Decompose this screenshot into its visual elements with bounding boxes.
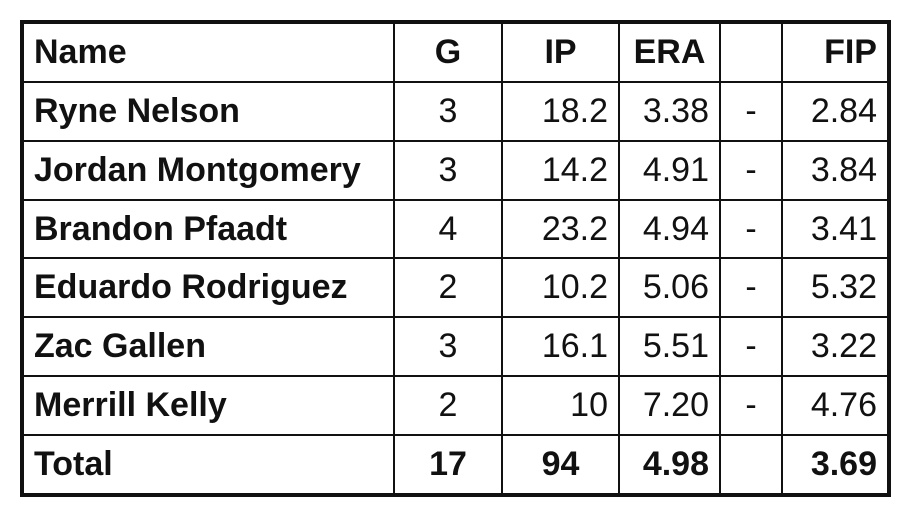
stat-cell: 3.84: [781, 139, 890, 201]
stat-cell: 2.84: [781, 80, 890, 142]
stat-cell: 18.2: [501, 80, 620, 142]
stat-cell: -: [719, 139, 783, 201]
header-row-cell: IP: [501, 21, 620, 83]
stat-cell: -: [719, 198, 783, 260]
pitching-table: Name G IP ERA FIP Ryne Nelson 3 18.2 3.38-2.84 Jo…: [20, 20, 891, 497]
total-row-cell: 17: [393, 434, 503, 496]
data-row: Zac Gallen 3 16.1 5.51-3.22: [21, 316, 890, 378]
total-row-cell: 3.69: [781, 434, 890, 496]
total-row-label: Total: [21, 434, 395, 496]
stat-cell: -: [719, 375, 783, 437]
stat-cell: 10: [501, 375, 620, 437]
data-row: Brandon Pfaadt 4 23.2 4.94-3.41: [21, 198, 890, 260]
stat-cell: 5.32: [781, 257, 890, 319]
stat-cell: 14.2: [501, 139, 620, 201]
stat-cell: 3.22: [781, 316, 890, 378]
player-name: Jordan Montgomery: [21, 139, 395, 201]
player-name: Zac Gallen: [21, 316, 395, 378]
stat-cell: 3: [393, 139, 503, 201]
stat-cell: 5.51: [618, 316, 721, 378]
header-row-cell: FIP: [781, 21, 890, 83]
data-row: Merrill Kelly 2 10 7.20-4.76: [21, 375, 890, 437]
stat-cell: 4.91: [618, 139, 721, 201]
stat-cell: 3: [393, 316, 503, 378]
header-row-label: Name: [21, 21, 395, 83]
total-row-cell: 4.98: [618, 434, 721, 496]
player-name: Ryne Nelson: [21, 80, 395, 142]
stat-cell: 4.94: [618, 198, 721, 260]
stat-cell: 2: [393, 257, 503, 319]
stat-cell: 16.1: [501, 316, 620, 378]
blank-cell: [719, 434, 783, 496]
stat-cell: 3.38: [618, 80, 721, 142]
stat-cell: 10.2: [501, 257, 620, 319]
total-row-cell: 94: [501, 434, 620, 496]
player-name: Brandon Pfaadt: [21, 198, 395, 260]
total-row: Total 17 94 4.98 3.69: [21, 434, 890, 496]
stat-cell: 7.20: [618, 375, 721, 437]
stat-cell: 5.06: [618, 257, 721, 319]
data-row: Ryne Nelson 3 18.2 3.38-2.84: [21, 80, 890, 142]
stat-cell: 4: [393, 198, 503, 260]
stat-cell: 4.76: [781, 375, 890, 437]
stat-cell: 3: [393, 80, 503, 142]
data-row: Eduardo Rodriguez 2 10.2 5.06-5.32: [21, 257, 890, 319]
header-row: Name G IP ERA FIP: [21, 21, 890, 83]
player-name: Merrill Kelly: [21, 375, 395, 437]
stat-cell: -: [719, 316, 783, 378]
stat-cell: -: [719, 80, 783, 142]
stat-cell: 2: [393, 375, 503, 437]
blank-cell: [719, 21, 783, 83]
stat-cell: 3.41: [781, 198, 890, 260]
data-row: Jordan Montgomery 3 14.2 4.91-3.84: [21, 139, 890, 201]
stat-cell: 23.2: [501, 198, 620, 260]
player-name: Eduardo Rodriguez: [21, 257, 395, 319]
table-body: Name G IP ERA FIP Ryne Nelson 3 18.2 3.38-2.84 Jo…: [21, 21, 890, 496]
header-row-cell: ERA: [618, 21, 721, 83]
stat-cell: -: [719, 257, 783, 319]
header-row-cell: G: [393, 21, 503, 83]
